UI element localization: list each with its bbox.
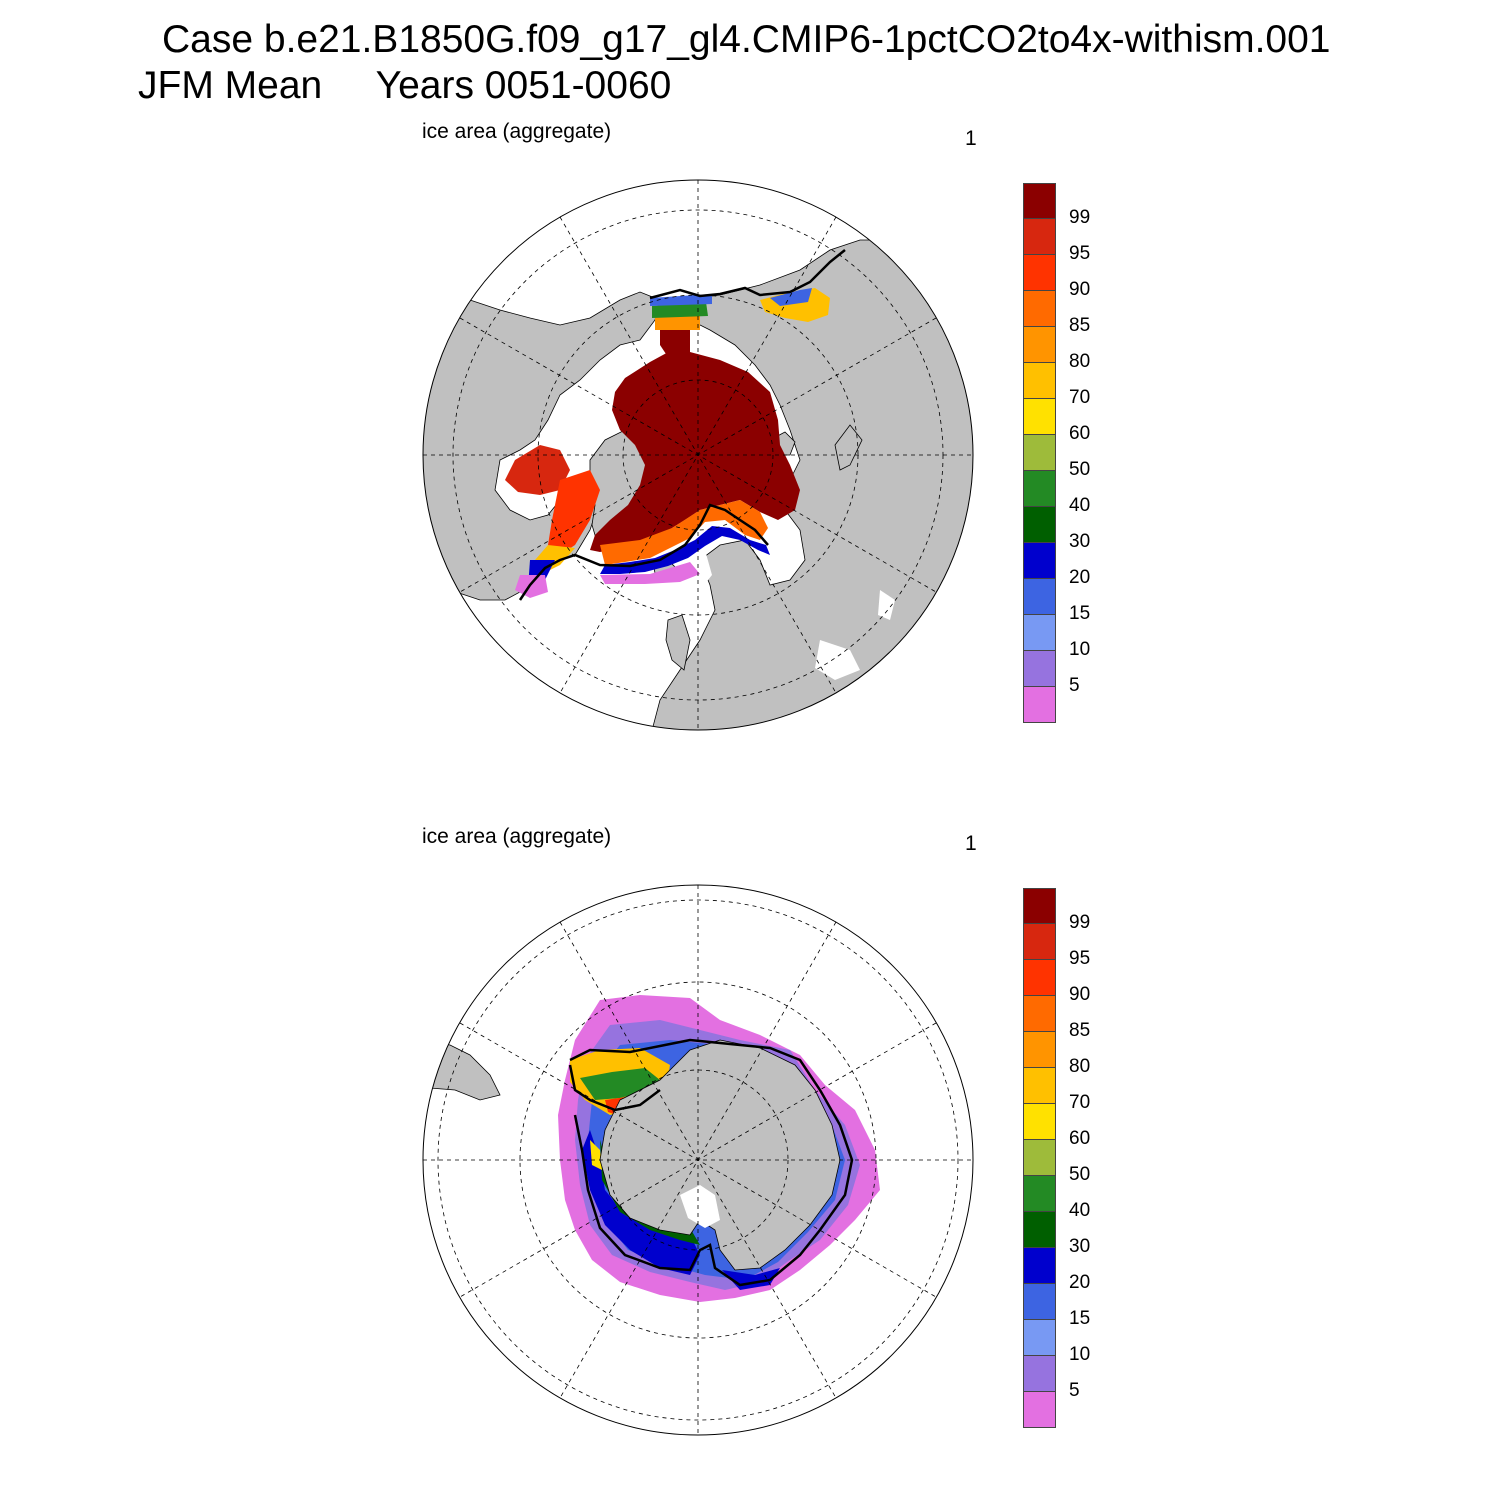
south-colorbar-label: 20 xyxy=(1069,1272,1091,1293)
south-colorbar-swatch xyxy=(1023,996,1056,1032)
north-colorbar-swatch xyxy=(1023,399,1056,435)
south-panel-label: ice area (aggregate) xyxy=(422,825,612,848)
south-colorbar-swatch xyxy=(1023,1248,1056,1284)
ross-ice-20pct xyxy=(582,1130,700,1275)
south-colorbar-label: 30 xyxy=(1069,1236,1091,1257)
north-colorbar-swatch xyxy=(1023,363,1056,399)
south-colorbar-swatch xyxy=(1023,888,1056,924)
north-colorbar-swatch xyxy=(1023,687,1056,723)
figure-title-case: Case b.e21.B1850G.f09_g17_gl4.CMIP6-1pct… xyxy=(162,18,1331,61)
north-colorbar-swatch xyxy=(1023,579,1056,615)
north-graticule xyxy=(423,180,973,730)
ross-ice-60pct xyxy=(590,1140,602,1170)
north-colorbar-swatch xyxy=(1023,543,1056,579)
north-polar-map xyxy=(423,180,973,730)
south-colorbar-swatch xyxy=(1023,1104,1056,1140)
south-colorbar-swatch xyxy=(1023,1032,1056,1068)
south-ice-edge-line xyxy=(568,1038,854,1287)
south-map-boundary xyxy=(422,884,974,1436)
north-colorbar-label: 99 xyxy=(1069,207,1091,228)
north-colorbar: 99 95 90 85 80 70 60 50 40 30 20 15 10 5 xyxy=(1023,183,1090,723)
north-colorbar-swatch xyxy=(1023,291,1056,327)
north-colorbar-swatch xyxy=(1023,615,1056,651)
east-ice-20pct xyxy=(722,1268,780,1290)
north-colorbar-swatch xyxy=(1023,255,1056,291)
north-panel-label: ice area (aggregate) xyxy=(422,120,612,143)
south-panel-number: 1 xyxy=(965,832,977,855)
south-colorbar-swatch xyxy=(1023,1284,1056,1320)
south-colorbar-label: 40 xyxy=(1069,1200,1091,1221)
south-colorbar-swatch xyxy=(1023,924,1056,960)
north-colorbar-label: 15 xyxy=(1069,603,1091,624)
north-colorbar-label: 10 xyxy=(1069,639,1091,660)
south-graticule xyxy=(423,885,973,1435)
figure-title-period: JFM Mean Years 0051-0060 xyxy=(138,64,672,107)
south-colorbar-label: 80 xyxy=(1069,1056,1091,1077)
north-colorbar-label: 90 xyxy=(1069,279,1091,300)
south-colorbar-swatch xyxy=(1023,1392,1056,1428)
south-colorbar-swatch xyxy=(1023,1176,1056,1212)
south-colorbar-swatch xyxy=(1023,1068,1056,1104)
south-polar-map xyxy=(423,885,973,1435)
north-colorbar-swatch xyxy=(1023,219,1056,255)
south-colorbar-swatch xyxy=(1023,1320,1056,1356)
south-colorbar-swatch xyxy=(1023,1212,1056,1248)
south-colorbar-label: 70 xyxy=(1069,1092,1091,1113)
south-colorbar-label: 15 xyxy=(1069,1308,1091,1329)
north-colorbar-label: 20 xyxy=(1069,567,1091,588)
ross-ice-shelf xyxy=(680,1185,720,1228)
north-colorbar-label: 85 xyxy=(1069,315,1091,336)
south-colorbar: 99 95 90 85 80 70 60 50 40 30 20 15 10 5 xyxy=(1023,888,1090,1428)
south-colorbar-swatch xyxy=(1023,1140,1056,1176)
north-colorbar-label: 80 xyxy=(1069,351,1091,372)
south-colorbar-label: 60 xyxy=(1069,1128,1091,1149)
north-panel-number: 1 xyxy=(965,127,977,150)
north-colorbar-swatch xyxy=(1023,327,1056,363)
north-colorbar-swatch xyxy=(1023,183,1056,219)
north-colorbar-label: 70 xyxy=(1069,387,1091,408)
south-colorbar-label: 5 xyxy=(1069,1380,1080,1401)
north-colorbar-label: 95 xyxy=(1069,243,1091,264)
south-colorbar-label: 50 xyxy=(1069,1164,1091,1185)
north-ice-edge-line xyxy=(518,249,846,601)
north-colorbar-label: 50 xyxy=(1069,459,1091,480)
south-colorbar-label: 10 xyxy=(1069,1344,1091,1365)
north-colorbar-swatch xyxy=(1023,507,1056,543)
north-colorbar-label: 30 xyxy=(1069,531,1091,552)
north-map-boundary xyxy=(422,179,974,731)
south-colorbar-label: 85 xyxy=(1069,1020,1091,1041)
south-colorbar-label: 95 xyxy=(1069,948,1091,969)
north-colorbar-label: 60 xyxy=(1069,423,1091,444)
south-colorbar-swatch xyxy=(1023,960,1056,996)
north-colorbar-swatch xyxy=(1023,651,1056,687)
north-colorbar-label: 5 xyxy=(1069,675,1080,696)
south-colorbar-label: 90 xyxy=(1069,984,1091,1005)
north-colorbar-swatch xyxy=(1023,435,1056,471)
south-colorbar-swatch xyxy=(1023,1356,1056,1392)
north-colorbar-swatch xyxy=(1023,471,1056,507)
north-colorbar-label: 40 xyxy=(1069,495,1091,516)
south-colorbar-label: 99 xyxy=(1069,912,1091,933)
